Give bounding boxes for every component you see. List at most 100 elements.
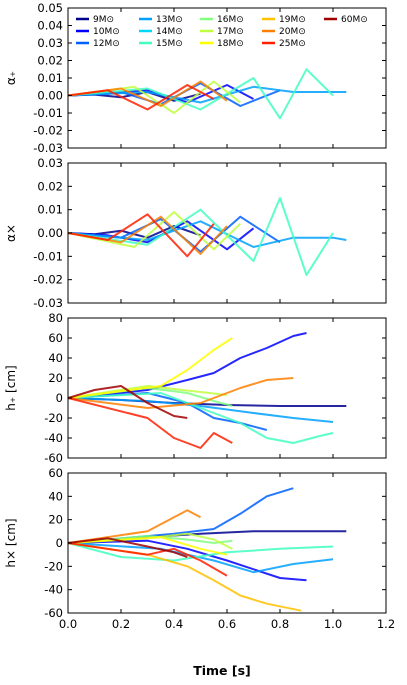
legend-item: 25M⊙ [262,39,306,49]
legend-item: 16M⊙ [200,15,244,25]
series-line-5 [68,392,334,444]
y-tick-label: 0.05 [37,1,63,15]
legend-item: 9M⊙ [76,15,114,25]
legend-label: 15M⊙ [156,39,183,49]
y-tick-label: -0.02 [33,273,63,287]
y-tick-label: -60 [44,606,63,620]
y-axis-label: h₊ [cm] [4,365,18,410]
series-line-4 [68,85,347,104]
plot-frame [67,317,387,459]
y-tick-label: 60 [48,331,63,345]
y-tick-label: 0.01 [37,71,63,85]
y-tick-label: -20 [44,559,63,573]
y-tick-label: 60 [48,466,63,480]
y-tick-label: -0.01 [33,249,63,263]
legend-item: 60M⊙ [324,15,368,25]
legend-label: 20M⊙ [279,27,306,37]
y-axis-label: h× [cm] [4,518,18,567]
legend: 9M⊙ 10M⊙ 12M⊙ 13M⊙ 14M⊙ 15M⊙ 16M⊙ 17M⊙ 18M⊙ 19M⊙ 2… [76,15,368,49]
y-tick-label: 40 [48,351,63,365]
x-tick-label: 1.0 [324,617,342,631]
plot-frame [67,162,387,304]
legend-item: 19M⊙ [262,15,306,25]
legend-item: 13M⊙ [139,15,183,25]
x-tick-label: 1.2 [377,617,395,631]
series-line-8 [68,213,215,258]
legend-label: 10M⊙ [93,27,120,37]
y-tick-label: 0.02 [37,179,63,193]
legend-item: 18M⊙ [200,39,244,49]
x-tick-label: 0.0 [59,617,77,631]
series-line-2 [68,539,307,582]
x-tick-label: 0.4 [165,617,183,631]
series-line-11 [68,385,188,419]
legend-label: 12M⊙ [93,39,120,49]
y-tick-label: 0.04 [37,19,63,33]
y-tick-label: 0.00 [37,226,63,240]
y-tick-label: 0.02 [37,54,63,68]
legend-label: 19M⊙ [279,15,306,25]
series-line-10 [68,397,233,449]
series-group [68,487,347,612]
x-tick-label: 0.8 [271,617,289,631]
y-tick-label: 0.01 [37,203,63,217]
y-tick-label: -40 [44,431,63,445]
panel-1: 0.05 0.04 0.03 0.02 0.01 0.00 -0.01 -0.02 -0.03 α… [4,1,387,155]
series-line-8 [68,337,233,399]
legend-item: 14M⊙ [139,27,183,37]
x-tick-label: 0.6 [218,617,236,631]
legend-label: 18M⊙ [217,39,244,49]
y-tick-label: 0.00 [37,89,63,103]
legend-label: 16M⊙ [217,15,244,25]
series-line-10 [68,509,201,544]
y-tick-label: -0.03 [33,296,63,310]
panel-2: 0.03 0.02 0.01 0.00 -0.01 -0.02 -0.03 α× [4,156,387,310]
y-tick-label: -60 [44,451,63,465]
series-line-9 [68,377,294,409]
legend-item: 10M⊙ [76,27,120,37]
legend-item: 12M⊙ [76,39,120,49]
panel-4: 60 40 20 0 -20 -40 -600.0 0.2 0.4 0.6 0.8 1.0 1.2 h× … [4,466,395,631]
y-tick-label: -40 [44,583,63,597]
legend-label: 17M⊙ [217,27,244,37]
panels: 0.050.040.030.020.010.00-0.01-0.02-0.03α… [4,1,395,631]
y-tick-label: 40 [48,489,63,503]
y-tick-label: 80 [48,311,63,325]
series-line-5 [68,542,334,562]
legend-label: 13M⊙ [156,15,183,25]
series-line-12 [68,537,188,558]
series-line-5 [68,197,334,276]
series-line-4 [68,397,334,423]
x-tick-label: 0.2 [112,617,130,631]
legend-item: 15M⊙ [139,39,183,49]
y-tick-label: 0.03 [37,36,63,50]
series-line-4 [68,542,334,574]
legend-item: 20M⊙ [262,27,306,37]
series-group [68,332,347,449]
y-tick-label: -0.02 [33,124,63,138]
plot-frame [67,472,387,614]
y-axis-label: α₊ [4,71,18,85]
legend-label: 14M⊙ [156,27,183,37]
series-line-6 [68,80,241,114]
legend-label: 9M⊙ [93,15,114,25]
series-line-11 [68,542,228,577]
series-line-5 [68,68,334,120]
y-tick-label: -20 [44,411,63,425]
series-line-4 [68,220,347,248]
series-group [68,197,347,276]
legend-label: 60M⊙ [341,15,368,25]
y-tick-label: -0.01 [33,106,63,120]
legend-label: 25M⊙ [279,39,306,49]
y-tick-label: 0.03 [37,156,63,170]
y-tick-label: -0.03 [33,141,63,155]
y-tick-label: 0 [56,536,63,550]
series-line-8 [68,84,215,111]
y-tick-label: 0 [56,391,63,405]
series-line-6 [68,211,241,251]
x-axis-label: Time [s] [193,663,251,678]
panel-3: 80 60 40 20 0 -20 -40 -60 h₊ [cm] [4,311,387,465]
y-tick-label: 20 [48,371,63,385]
legend-item: 17M⊙ [200,27,244,37]
